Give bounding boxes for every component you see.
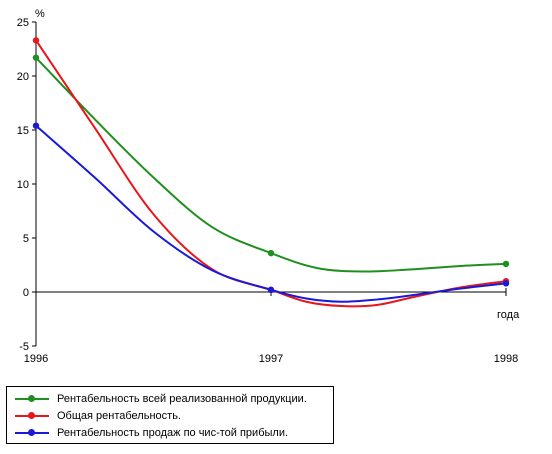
series-3-point-1996 — [32, 122, 40, 129]
y-tick-label-10: 10 — [17, 179, 29, 191]
legend-item-3: Рентабельность продаж по чис-той прибыли… — [15, 424, 333, 441]
y-tick-label-0: 0 — [23, 287, 29, 299]
series-line-2 — [35, 39, 507, 308]
y-tick-label-20: 20 — [17, 71, 29, 83]
series-3-point-1998 — [502, 280, 510, 287]
series-3-point-1997 — [267, 286, 275, 294]
series-1-point-1997 — [267, 249, 275, 257]
legend-swatch-2 — [15, 407, 49, 424]
y-tick-label-5: 5 — [23, 233, 29, 245]
x-tick-label-1997: 1997 — [259, 353, 283, 365]
x-axis-label: года — [497, 309, 520, 321]
series-line-1 — [35, 56, 507, 273]
y-tick-label-15: 15 — [17, 125, 29, 137]
series-line-3 — [35, 124, 507, 303]
legend-item-1: Рентабельность всей реализованной продук… — [15, 390, 333, 407]
series-2-point-1996 — [32, 37, 40, 44]
series-1-point-1998 — [502, 260, 510, 268]
x-tick-label-1998: 1998 — [494, 353, 518, 365]
legend-swatch-3 — [15, 424, 49, 441]
y-tick-label--5: -5 — [19, 341, 29, 353]
chart-axes: -5 0 5 10 15 20 25 1996 1997 1998 — [17, 17, 518, 365]
y-axis-label: % — [35, 8, 45, 20]
y-tick-label-25: 25 — [17, 17, 29, 29]
legend-label-2: Общая рентабельность. — [57, 409, 181, 422]
series-1-point-1996 — [32, 54, 40, 61]
legend-item-2: Общая рентабельность. — [15, 407, 333, 424]
chart-legend: Рентабельность всей реализованной продук… — [6, 386, 334, 444]
legend-label-3: Рентабельность продаж по чис-той прибыли… — [57, 426, 289, 439]
legend-swatch-1 — [15, 390, 49, 407]
x-tick-label-1996: 1996 — [24, 353, 48, 365]
legend-label-1: Рентабельность всей реализованной продук… — [57, 392, 307, 405]
chart-series — [32, 37, 510, 308]
